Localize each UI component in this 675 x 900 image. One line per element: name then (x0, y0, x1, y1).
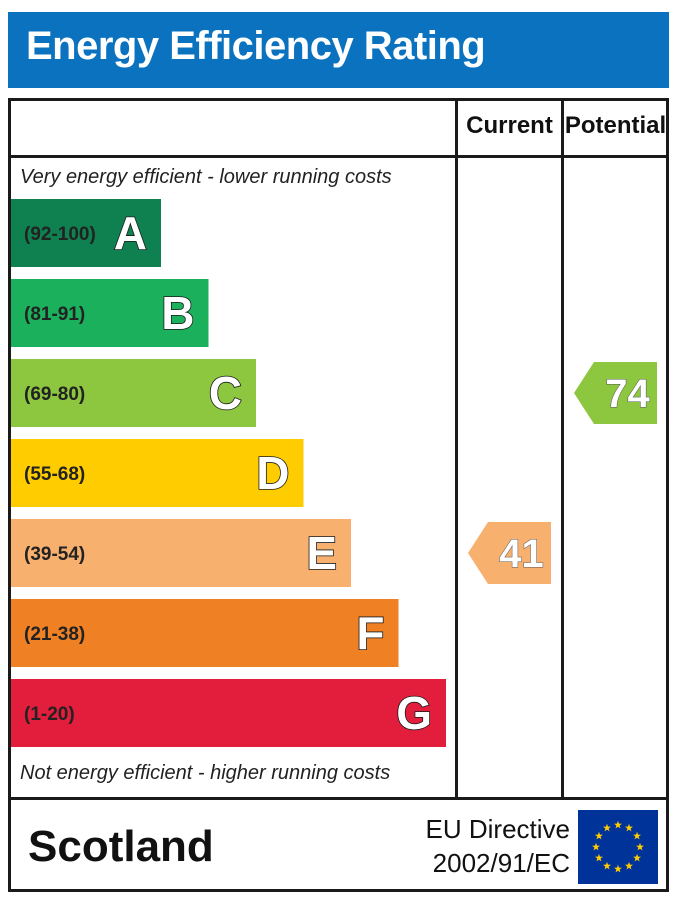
header-divider (8, 155, 669, 158)
eu-directive: EU Directive 2002/91/EC (425, 812, 570, 880)
band-bar-a (11, 199, 161, 267)
band-bar-c (11, 359, 256, 427)
potential-rating-value: 74 (605, 372, 650, 416)
column-header-potential: Potential (564, 112, 667, 139)
band-bar-d (11, 439, 304, 507)
column-divider-current (455, 98, 458, 800)
current-rating-value: 41 (499, 532, 544, 576)
eu-star-icon (603, 823, 611, 832)
eu-star-icon (625, 823, 633, 832)
eu-star-icon (633, 853, 642, 862)
footer (8, 800, 669, 892)
country-label: Scotland (28, 822, 214, 871)
band-bar-f (11, 599, 399, 667)
top-caption: Very energy efficient - lower running co… (20, 166, 392, 188)
directive-line-1: EU Directive (425, 814, 570, 844)
band-letter-f: F (356, 607, 384, 659)
band-bar-b (11, 279, 209, 347)
eu-star-icon (594, 831, 603, 840)
band-letter-b: B (161, 287, 194, 339)
column-divider-potential (561, 98, 564, 800)
eu-star-icon (594, 853, 603, 862)
band-range-d: (55-68) (24, 464, 85, 485)
eu-star-icon (633, 831, 642, 840)
bottom-caption: Not energy efficient - higher running co… (20, 762, 391, 784)
eu-star-icon (592, 842, 600, 851)
chart-title: Energy Efficiency Rating (26, 24, 486, 68)
band-letter-g: G (396, 687, 432, 739)
band-letter-e: E (306, 527, 337, 579)
directive-line-2: 2002/91/EC (432, 848, 570, 878)
band-range-f: (21-38) (24, 624, 85, 645)
eu-star-icon (636, 842, 644, 851)
band-range-c: (69-80) (24, 384, 85, 405)
band-range-b: (81-91) (24, 304, 85, 325)
band-bar-e (11, 519, 351, 587)
band-letter-a: A (114, 207, 147, 259)
band-range-g: (1-20) (24, 704, 75, 725)
rating-table (8, 98, 669, 800)
band-range-e: (39-54) (24, 544, 85, 565)
eu-star-icon (614, 820, 622, 829)
band-letter-c: C (209, 367, 242, 419)
title-bar: Energy Efficiency Rating (8, 12, 669, 88)
band-bar-g (11, 679, 446, 747)
potential-rating-arrow (574, 362, 657, 424)
band-range-a: (92-100) (24, 224, 96, 245)
eu-star-icon (603, 861, 611, 870)
band-letter-d: D (256, 447, 289, 499)
eu-star-icon (625, 861, 633, 870)
eu-star-icon (614, 864, 622, 873)
current-rating-arrow (468, 522, 551, 584)
eu-flag-icon (578, 810, 658, 884)
column-header-current: Current (466, 112, 553, 139)
